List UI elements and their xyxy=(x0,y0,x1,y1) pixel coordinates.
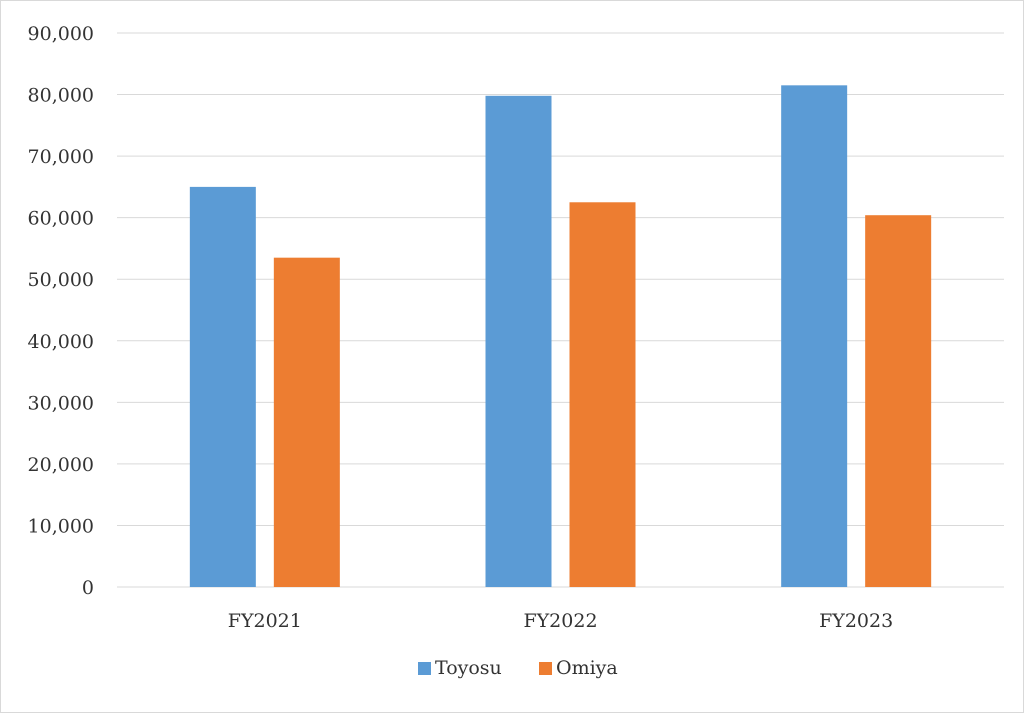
legend-label-omiya: Omiya xyxy=(556,657,618,679)
y-axis-tick-labels: 0 10,000 20,000 30,000 40,000 50,000 60,000 70,… xyxy=(28,23,94,599)
x-category-label: FY2022 xyxy=(523,610,597,632)
y-tick-label: 40,000 xyxy=(28,331,94,353)
legend-label-toyosu: Toyosu xyxy=(435,657,502,679)
bar-toyosu-fy2022 xyxy=(485,95,552,587)
y-tick-label: 90,000 xyxy=(28,23,94,45)
bar-toyosu-fy2021 xyxy=(189,186,256,587)
legend-swatch-toyosu xyxy=(418,662,431,675)
legend-swatch-omiya xyxy=(539,662,552,675)
bar-omiya-fy2022 xyxy=(569,202,636,587)
y-tick-label: 20,000 xyxy=(28,454,94,476)
y-tick-label: 70,000 xyxy=(28,146,94,168)
y-tick-label: 10,000 xyxy=(28,515,94,537)
legend: Toyosu Omiya xyxy=(418,657,618,679)
bars xyxy=(189,85,932,588)
bar-toyosu-fy2023 xyxy=(781,85,848,588)
y-tick-label: 80,000 xyxy=(28,85,94,107)
bar-omiya-fy2021 xyxy=(273,257,340,587)
x-category-label: FY2021 xyxy=(228,610,302,632)
x-category-label: FY2023 xyxy=(819,610,893,632)
y-tick-label: 30,000 xyxy=(28,392,94,414)
x-axis-category-labels: FY2021 FY2022 FY2023 xyxy=(228,610,893,632)
y-tick-label: 0 xyxy=(82,577,94,599)
y-tick-label: 60,000 xyxy=(28,208,94,230)
bar-omiya-fy2023 xyxy=(865,215,932,587)
y-tick-label: 50,000 xyxy=(28,269,94,291)
gridlines xyxy=(117,32,1004,588)
